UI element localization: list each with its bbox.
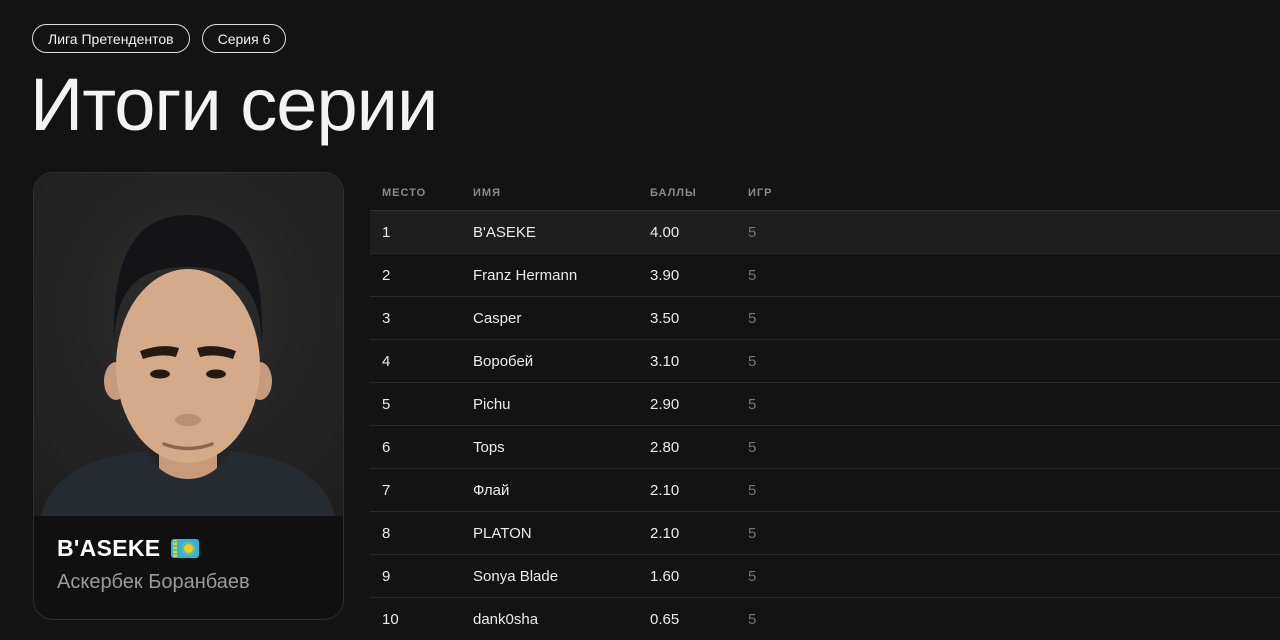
cell-points: 2.90 [650, 395, 680, 413]
cell-games: 5 [748, 567, 757, 585]
cell-place: 9 [382, 567, 391, 585]
cell-place: 10 [382, 610, 399, 628]
cell-name: Franz Hermann [473, 266, 578, 284]
results-table: МЕСТО ИМЯ БАЛЛЫ ИГР 1 B'ASEKE 4.00 5 2 F… [370, 176, 1280, 640]
table-row[interactable]: 10 dank0sha 0.65 5 [370, 597, 1280, 640]
cell-points: 2.10 [650, 481, 680, 499]
cell-games: 5 [748, 309, 757, 327]
cell-points: 2.80 [650, 438, 680, 456]
cell-place: 4 [382, 352, 391, 370]
table-row[interactable]: 7 Флай 2.10 5 [370, 468, 1280, 511]
cell-games: 5 [748, 610, 757, 628]
cell-games: 5 [748, 438, 757, 456]
table-row[interactable]: 4 Воробей 3.10 5 [370, 339, 1280, 382]
cell-games: 5 [748, 524, 757, 542]
breadcrumb-badges: Лига Претендентов Серия 6 [32, 24, 287, 53]
winner-fullname: Аскербек Боранбаев [57, 571, 250, 593]
table-row[interactable]: 8 PLATON 2.10 5 [370, 511, 1280, 554]
table-body: 1 B'ASEKE 4.00 5 2 Franz Hermann 3.90 5 … [370, 210, 1280, 640]
cell-place: 1 [382, 223, 391, 241]
cell-name: Pichu [473, 395, 511, 413]
table-row[interactable]: 2 Franz Hermann 3.90 5 [370, 253, 1280, 296]
cell-points: 3.10 [650, 352, 680, 370]
series-badge: Серия 6 [201, 24, 287, 53]
cell-name: PLATON [473, 524, 532, 542]
column-header-name: ИМЯ [473, 187, 501, 199]
cell-games: 5 [748, 266, 757, 284]
cell-name: B'ASEKE [473, 223, 536, 241]
table-row[interactable]: 1 B'ASEKE 4.00 5 [370, 210, 1280, 253]
cell-games: 5 [748, 395, 757, 413]
table-row[interactable]: 5 Pichu 2.90 5 [370, 382, 1280, 425]
table-row[interactable]: 6 Tops 2.80 5 [370, 425, 1280, 468]
cell-points: 4.00 [650, 223, 680, 241]
winner-info: B'ASEKE Аскербек Боранбаев [34, 516, 343, 594]
cell-points: 3.90 [650, 266, 680, 284]
kazakhstan-flag-icon [171, 539, 200, 558]
cell-name: Tops [473, 438, 505, 456]
winner-portrait-illustration [34, 173, 343, 516]
cell-games: 5 [748, 481, 757, 499]
cell-points: 2.10 [650, 524, 680, 542]
cell-place: 2 [382, 266, 391, 284]
winner-photo [34, 173, 343, 516]
column-header-games: ИГР [748, 187, 773, 199]
cell-points: 0.65 [650, 610, 680, 628]
column-header-points: БАЛЛЫ [650, 187, 697, 199]
page-title: Итоги серии [30, 63, 438, 146]
table-row[interactable]: 3 Casper 3.50 5 [370, 296, 1280, 339]
cell-games: 5 [748, 223, 757, 241]
winner-nickname: B'ASEKE [57, 535, 161, 561]
cell-place: 3 [382, 309, 391, 327]
cell-points: 3.50 [650, 309, 680, 327]
cell-points: 1.60 [650, 567, 680, 585]
table-header: МЕСТО ИМЯ БАЛЛЫ ИГР [370, 176, 1280, 210]
cell-name: Casper [473, 309, 522, 327]
column-header-place: МЕСТО [382, 187, 427, 199]
cell-name: Флай [473, 481, 510, 499]
cell-name: Sonya Blade [473, 567, 559, 585]
cell-place: 8 [382, 524, 391, 542]
cell-name: dank0sha [473, 610, 539, 628]
cell-place: 6 [382, 438, 391, 456]
winner-card: B'ASEKE Аскербек Боранбаев [33, 172, 344, 620]
cell-place: 5 [382, 395, 391, 413]
league-badge: Лига Претендентов [32, 24, 190, 53]
cell-games: 5 [748, 352, 757, 370]
cell-name: Воробей [473, 352, 534, 370]
cell-place: 7 [382, 481, 391, 499]
table-row[interactable]: 9 Sonya Blade 1.60 5 [370, 554, 1280, 597]
